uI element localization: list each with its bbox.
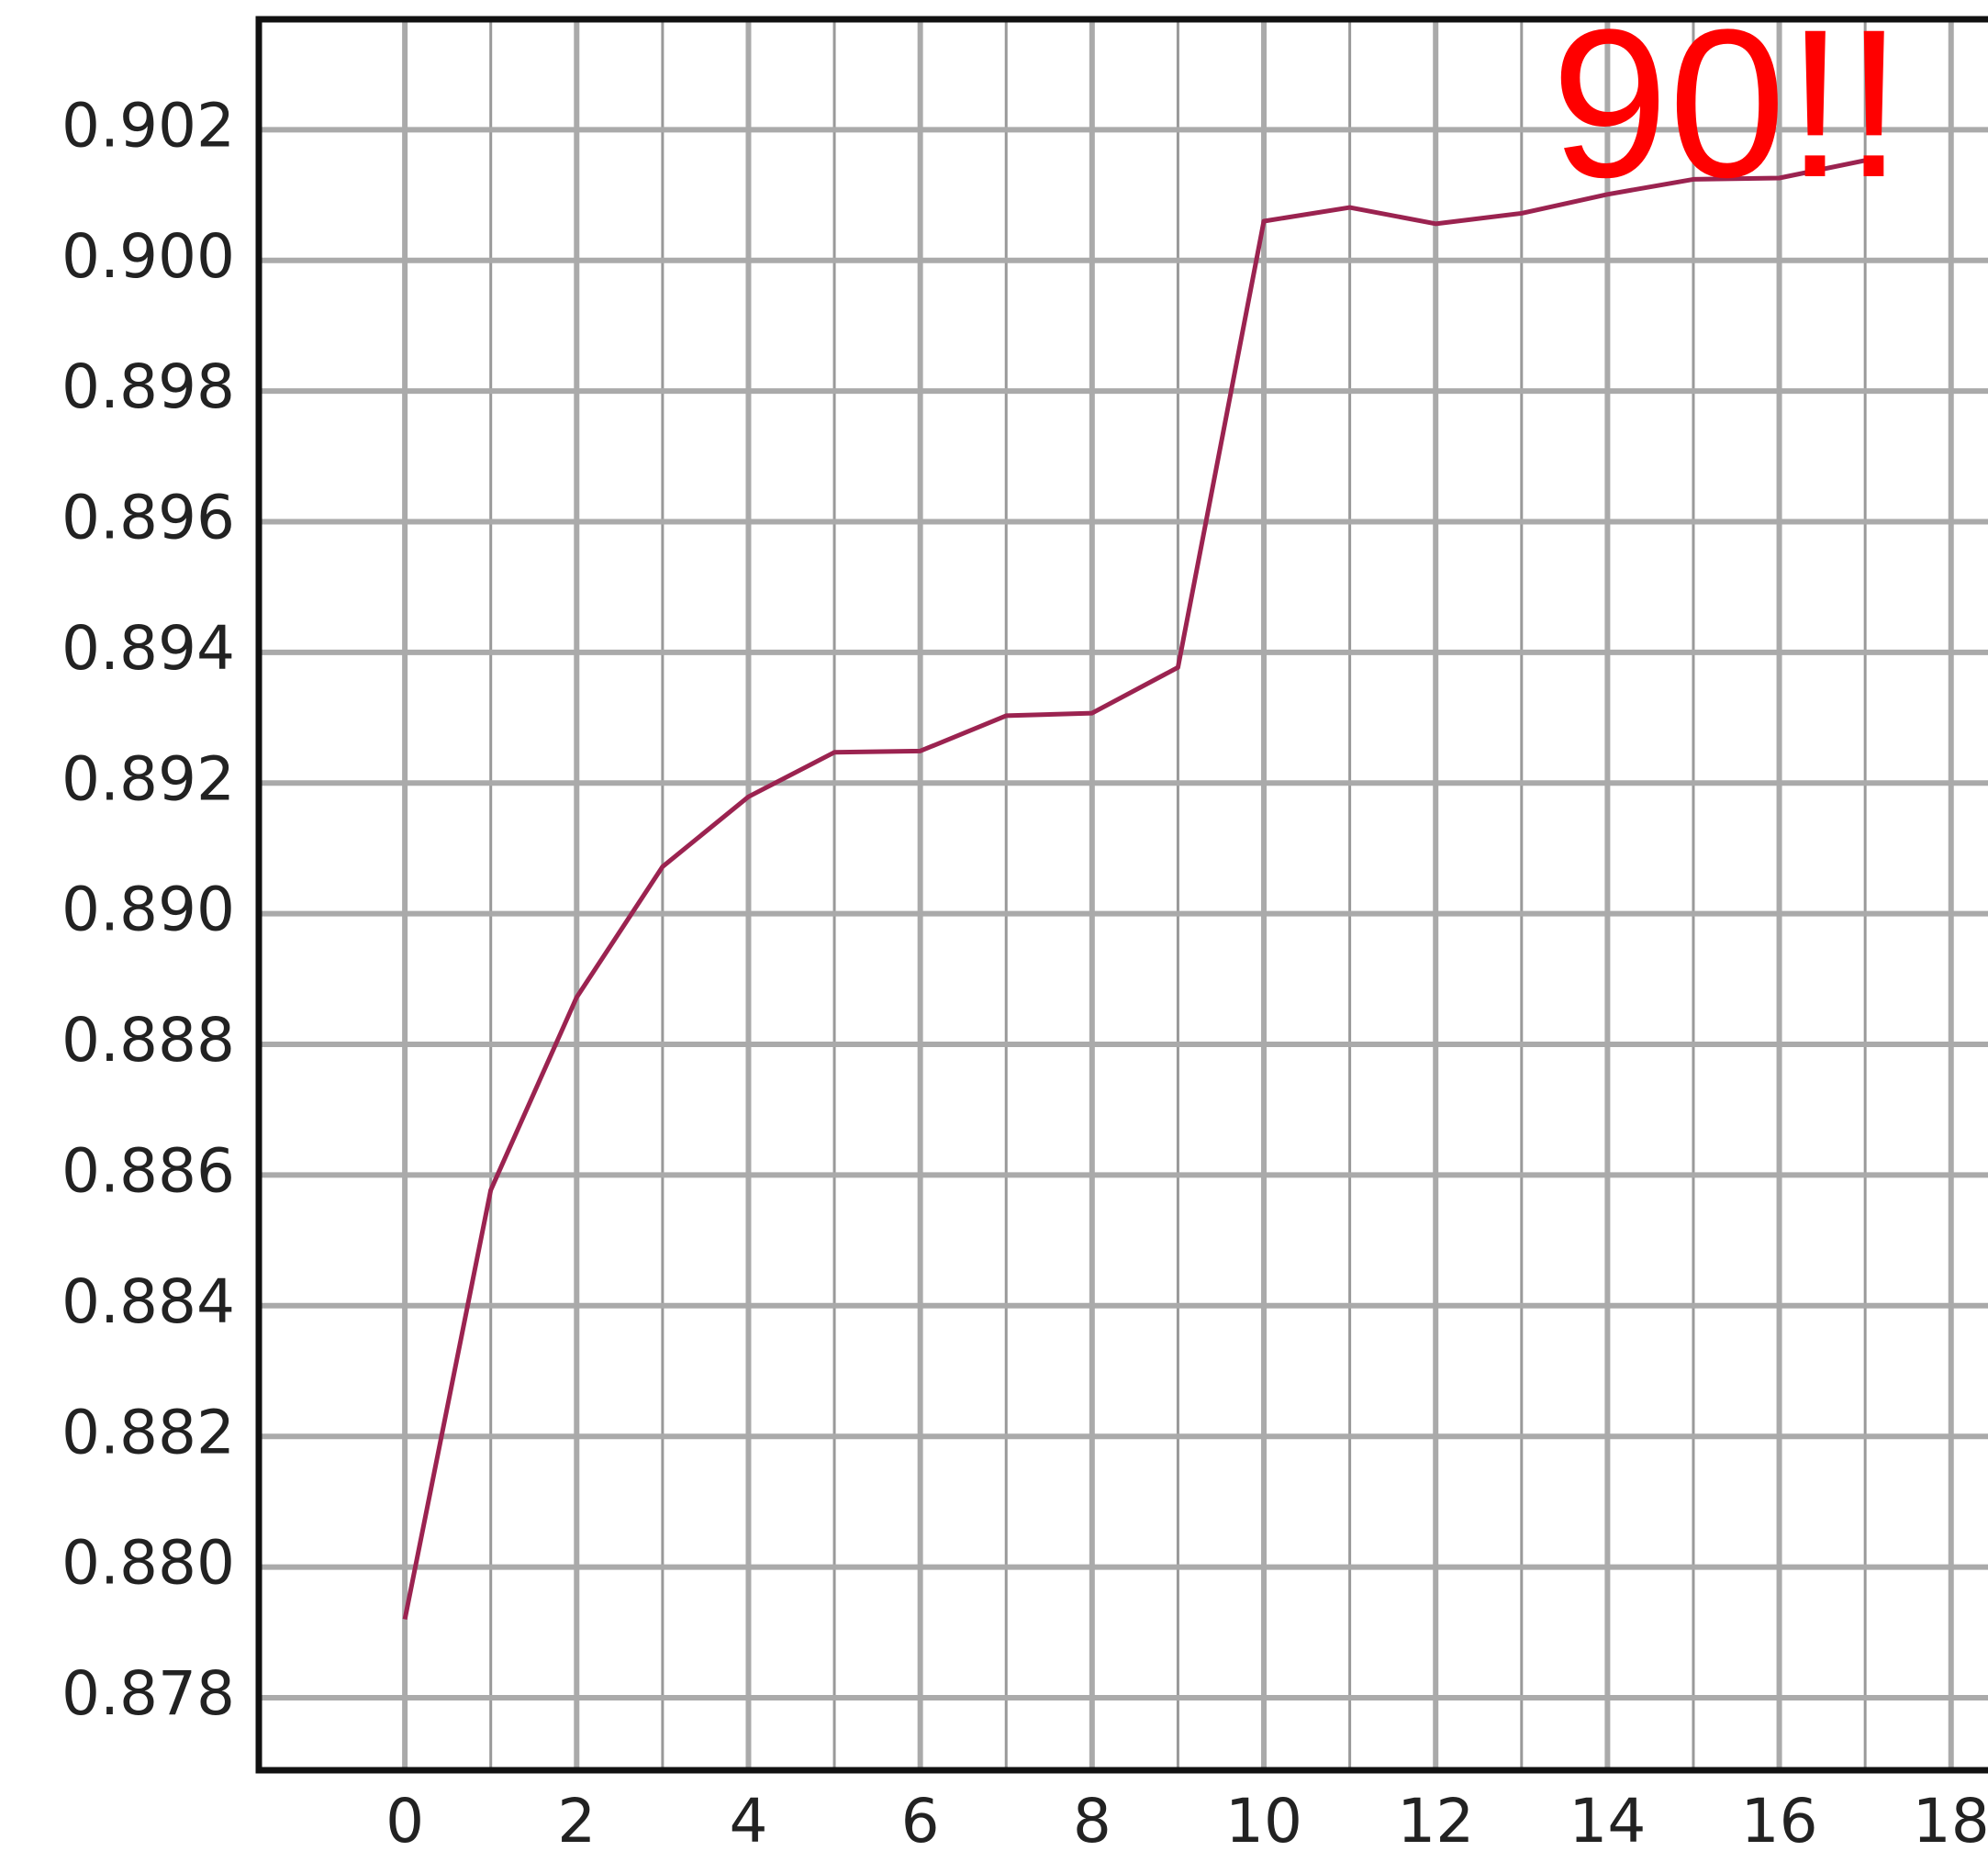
y-tick-label: 0.878 [61,1658,235,1729]
y-tick-label: 0.880 [61,1528,235,1599]
x-tick-label: 6 [901,1786,940,1851]
y-tick-label: 0.900 [61,221,235,292]
y-tick-label: 0.892 [61,743,235,814]
x-tick-label: 2 [557,1786,596,1851]
y-tick-label: 0.890 [61,875,235,945]
y-tick-label: 0.896 [61,483,235,553]
x-tick-label: 16 [1741,1786,1818,1851]
x-tick-label: 10 [1225,1786,1302,1851]
data-line [402,158,1866,1621]
x-tick-label: 12 [1397,1786,1474,1851]
y-tick-label: 0.886 [61,1135,235,1206]
y-tick-label: 0.888 [61,1005,235,1076]
x-tick-label: 18 [1913,1786,1988,1851]
y-tick-label: 0.902 [61,90,235,161]
x-tick-label: 14 [1569,1786,1646,1851]
y-tick-label: 0.894 [61,613,235,684]
y-tick-label: 0.884 [61,1266,235,1337]
axis-frame [255,16,1988,1774]
x-tick-label: 0 [385,1786,424,1851]
y-tick-label: 0.898 [61,351,235,422]
annotation: 90!! [1551,0,1904,221]
x-tick-label: 4 [729,1786,767,1851]
x-tick-label: 8 [1073,1786,1111,1851]
y-tick-label: 0.882 [61,1397,235,1467]
